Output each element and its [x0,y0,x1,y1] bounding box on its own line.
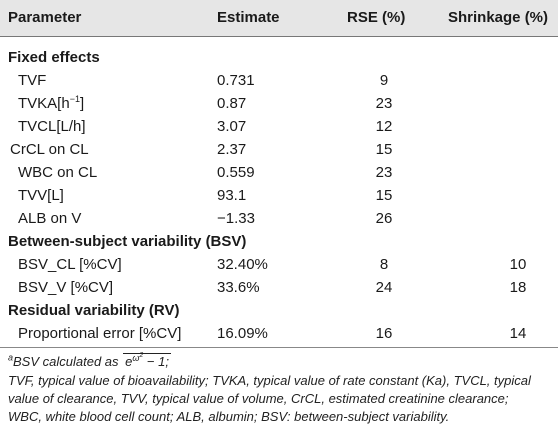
cell-estimate: 2.37 [217,141,247,158]
cell-parameter: TVCL[L/h] [18,118,86,135]
cell-rse: 16 [375,325,393,342]
table-row: TVF 0.731 9 [0,69,558,92]
cell-parameter: BSV_V [%CV] [18,279,114,296]
table-row: TVCL[L/h] 3.07 12 [0,115,558,138]
cell-rse: 9 [379,72,389,89]
cell-estimate: 32.40% [217,256,268,273]
formula-exponent-power: 2 [139,351,144,359]
cell-estimate: −1.33 [217,210,255,227]
cell-shrinkage: 10 [509,256,527,273]
cell-parameter: BSV_CL [%CV] [18,256,122,273]
cell-rse: 15 [375,141,393,158]
section-title-row: Between-subject variability (BSV) [0,230,558,253]
section-title: Between-subject variability (BSV) [8,233,247,250]
footnote-bsv: aBSV calculated as eω2 − 1; [8,351,171,369]
header-estimate: Estimate [217,9,280,26]
cell-rse: 23 [375,164,393,181]
cell-estimate: 0.87 [217,95,247,112]
table-row: BSV_CL [%CV] 32.40% 8 10 [0,253,558,276]
cell-estimate: 0.559 [217,164,255,181]
section-title: Residual variability (RV) [8,302,180,319]
section-title: Fixed effects [8,49,100,66]
table-header: Parameter Estimate RSE (%) Shrinkage (%) [0,0,558,37]
table-row: WBC on CL 0.559 23 [0,161,558,184]
table-bottom-rule [0,347,558,348]
cell-parameter: Proportional error [%CV] [18,325,182,342]
header-rse: RSE (%) [347,9,406,26]
formula-exponent: ω [132,352,140,363]
cell-estimate: 93.1 [217,187,247,204]
table-row: BSV_V [%CV] 33.6% 24 18 [0,276,558,299]
cell-rse: 24 [375,279,393,296]
table-row: TVKA[h−1] 0.87 23 [0,92,558,115]
table-row: CrCL on CL 2.37 15 [0,138,558,161]
cell-parameter: ALB on V [18,210,82,227]
header-parameter: Parameter [8,9,82,26]
table-row: ALB on V −1.33 26 [0,207,558,230]
footnote-mark: a [8,352,14,363]
cell-parameter-superscript: −1 [69,94,80,104]
cell-shrinkage: 18 [509,279,527,296]
footnote-abbrev-1: TVF, typical value of bioavailability; T… [8,373,531,388]
cell-rse: 8 [379,256,389,273]
formula-tail: − 1; [143,354,169,369]
cell-estimate: 16.09% [217,325,268,342]
header-shrinkage: Shrinkage (%) [448,9,549,26]
sqrt-formula: eω2 − 1; [123,351,171,369]
cell-parameter: TVV[L] [18,187,64,204]
cell-parameter: WBC on CL [18,164,98,181]
cell-estimate: 33.6% [217,279,260,296]
formula-base: e [125,354,133,369]
table-row: TVV[L] 93.1 15 [0,184,558,207]
cell-estimate: 3.07 [217,118,247,135]
cell-estimate: 0.731 [217,72,255,89]
footnote-abbrev-2: value of clearance, TVV, typical value o… [8,391,509,406]
cell-parameter: TVF [18,72,47,89]
cell-parameter: CrCL on CL [10,141,89,158]
table-row: Proportional error [%CV] 16.09% 16 14 [0,322,558,345]
footnote-abbrev-3: WBC, white blood cell count; ALB, albumi… [8,409,450,424]
cell-rse: 12 [375,118,393,135]
section-title-row: Fixed effects [0,46,558,69]
cell-rse: 23 [375,95,393,112]
cell-shrinkage: 14 [509,325,527,342]
section-title-row: Residual variability (RV) [0,299,558,322]
cell-rse: 26 [375,210,393,227]
cell-parameter-main: TVKA[h [18,95,70,112]
cell-parameter: TVKA[h−1] [18,94,85,113]
cell-rse: 15 [375,187,393,204]
cell-parameter-tail: ] [79,95,85,112]
footnote-text: BSV calculated as [13,354,119,369]
